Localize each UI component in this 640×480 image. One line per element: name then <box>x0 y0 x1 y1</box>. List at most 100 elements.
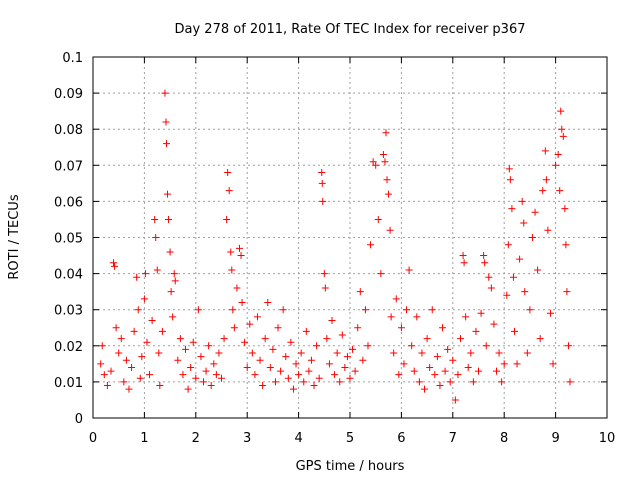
data-point <box>98 342 106 350</box>
data-point <box>506 176 514 184</box>
data-point <box>321 284 329 292</box>
data-point <box>166 248 174 256</box>
data-point <box>277 367 285 375</box>
data-point <box>490 320 498 328</box>
data-point <box>215 349 223 357</box>
x-tick-label: 9 <box>551 431 559 446</box>
data-point <box>279 306 287 314</box>
data-point <box>539 187 547 195</box>
data-point <box>444 345 452 353</box>
data-point <box>423 335 431 343</box>
data-point <box>541 147 549 155</box>
data-point <box>566 378 574 386</box>
data-point <box>237 252 245 260</box>
data-point <box>408 342 416 350</box>
data-point <box>323 335 331 343</box>
data-point <box>100 371 108 379</box>
data-point <box>167 288 175 296</box>
data-point <box>441 367 449 375</box>
data-point <box>138 353 146 361</box>
data-point <box>385 190 393 198</box>
data-point <box>431 371 439 379</box>
data-point <box>542 176 550 184</box>
data-point <box>207 382 215 390</box>
y-tick-label: 0.08 <box>54 123 83 138</box>
data-point <box>120 378 128 386</box>
data-point <box>269 345 277 353</box>
data-point <box>271 378 279 386</box>
data-point <box>336 378 344 386</box>
data-point <box>122 356 130 364</box>
data-point <box>220 335 228 343</box>
data-point <box>148 317 156 325</box>
data-point <box>460 259 468 267</box>
data-point <box>528 234 536 241</box>
data-point <box>346 374 354 382</box>
data-point <box>457 335 465 343</box>
data-point <box>554 150 562 158</box>
data-point <box>130 327 138 335</box>
data-point <box>356 288 364 296</box>
data-point <box>256 356 264 364</box>
data-point <box>349 345 357 353</box>
data-point <box>107 367 115 375</box>
x-tick-label: 1 <box>140 431 148 446</box>
data-point <box>333 349 341 357</box>
data-point <box>451 396 459 404</box>
data-point <box>171 277 179 285</box>
data-point <box>251 371 259 379</box>
data-point <box>546 309 554 317</box>
data-point <box>503 291 511 299</box>
data-point <box>153 266 161 274</box>
data-point <box>176 335 184 343</box>
data-point <box>97 360 105 368</box>
data-point <box>155 349 163 357</box>
data-point <box>295 371 303 379</box>
data-point <box>513 360 521 368</box>
data-point <box>315 374 323 382</box>
data-point <box>383 176 391 184</box>
data-point <box>307 356 315 364</box>
data-point <box>498 378 506 386</box>
data-point <box>382 129 390 137</box>
data-point <box>112 324 120 332</box>
data-point <box>446 378 454 386</box>
data-point <box>202 367 210 375</box>
data-point <box>459 252 467 260</box>
data-point <box>243 363 251 371</box>
data-point <box>261 335 269 343</box>
data-point <box>140 295 148 303</box>
data-point <box>505 165 513 173</box>
data-point <box>367 241 375 249</box>
data-point <box>504 241 512 249</box>
data-point <box>559 132 567 140</box>
x-tick-label: 5 <box>346 431 354 446</box>
y-tick-label: 0.04 <box>54 268 83 283</box>
data-point <box>192 374 200 382</box>
data-point <box>156 382 164 390</box>
x-tick-label: 10 <box>599 431 616 446</box>
data-point <box>264 298 272 306</box>
data-point <box>143 338 151 346</box>
x-tick-label: 3 <box>243 431 251 446</box>
data-point <box>516 255 524 263</box>
data-point <box>133 273 141 281</box>
data-point <box>395 371 403 379</box>
data-point <box>179 371 187 379</box>
data-point <box>472 327 480 335</box>
data-point <box>165 215 173 223</box>
data-point <box>266 363 274 371</box>
data-point <box>413 313 421 321</box>
data-point <box>531 208 539 216</box>
data-point <box>549 360 557 368</box>
data-point <box>481 259 489 267</box>
data-point <box>313 342 321 350</box>
data-point <box>369 158 377 166</box>
data-point <box>141 270 149 278</box>
x-tick-label: 2 <box>192 431 200 446</box>
data-point <box>230 324 238 332</box>
data-point <box>163 140 171 148</box>
data-point <box>397 324 405 332</box>
data-point <box>561 205 569 213</box>
